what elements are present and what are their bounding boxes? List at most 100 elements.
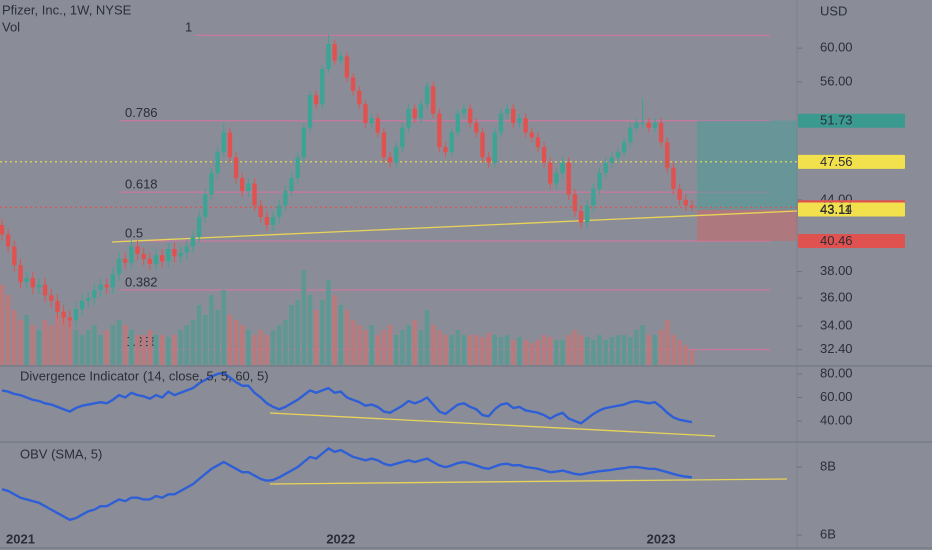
volume-bar [381,330,387,365]
volume-bar [252,335,257,365]
volume-bar [356,325,362,365]
candle-body [431,86,436,114]
candle-body [129,246,134,263]
volume-bar [283,320,288,365]
price-badge [798,113,905,128]
candle-body [289,178,294,192]
fib-label: 0.618 [125,177,158,192]
candle-body [141,253,146,259]
candle-body [621,142,627,153]
volume-bar [48,325,54,365]
volume-bar [510,340,516,365]
candle-body [166,248,171,262]
y-tick-label: 32.40 [820,341,853,356]
candle-body [5,234,11,247]
volume-bar [159,335,165,365]
candle-body [313,95,319,105]
y-tick-label: 56.00 [820,73,853,88]
price-badge-label: 51.73 [820,113,853,128]
price-badge-label: 40.46 [820,233,853,248]
candle-body [591,188,596,206]
candle-body [578,211,584,223]
fib-label: 1 [185,20,192,35]
volume-bar [320,300,325,365]
candle-body [350,77,356,91]
volume-bar [492,335,498,365]
volume-bar [504,335,510,365]
volume-bar [98,335,103,365]
volume-bar [307,295,313,365]
candle-body [585,205,590,223]
candle-body [209,172,214,195]
y-tick-label: 38.00 [820,263,853,278]
candle-body [400,127,405,148]
profit-zone [697,120,797,210]
volume-bar [597,335,602,365]
price-badge-label: 43.14 [820,201,853,216]
candle-body [474,122,479,133]
candle-body [42,284,48,296]
volume-bar [455,330,461,365]
candle-body [443,147,448,153]
candle-body [147,258,153,264]
volume-bar [166,337,171,365]
candle-body [560,162,565,173]
volume-bar [42,320,48,365]
volume-bar [196,305,202,365]
indicator-title: Divergence Indicator (14, close, 5, 5, 6… [20,368,269,383]
volume-bar [239,325,245,365]
volume-bar [24,315,29,365]
candle-body [424,86,430,105]
candle-body [233,157,239,179]
candle-body [683,199,688,206]
candle-body [18,265,23,283]
volume-bar [634,330,639,365]
candle-body [375,118,380,133]
volume-bar [153,335,159,365]
volume-bar [535,340,541,365]
volume-bar [147,330,153,365]
volume-bar [233,320,239,365]
volume-bar [621,335,627,365]
candle-body [689,205,695,208]
volume-bar [658,330,664,365]
volume-bar [474,335,479,365]
candle-body [36,284,42,288]
candle-body [184,246,189,253]
candle-body [449,132,454,153]
candle-body [640,122,645,124]
candle-body [55,300,60,312]
candle-body [517,118,522,123]
fib-label: 0.5 [125,225,143,240]
volume-bar [30,325,36,365]
candle-body [418,104,424,119]
fib-label: 0.382 [125,274,158,289]
candle-body [523,118,528,133]
volume-bar [289,305,294,365]
volume-bar [363,330,368,365]
candle-body [646,122,651,128]
candle-body [116,258,122,275]
candle-body [172,248,177,257]
candle-body [628,127,633,143]
volume-bar [689,350,695,365]
volume-bar [418,330,424,365]
volume-bar [209,295,214,365]
volume-bar [541,335,547,365]
volume-bar [18,320,23,365]
candle-body [603,162,608,173]
volume-bar [498,337,504,365]
x-tick-label: 2022 [326,531,355,546]
candle-body [264,216,270,225]
volume-bar [104,330,110,365]
y-tick-label: 36.00 [820,290,853,305]
volume-bar [412,320,418,365]
y-tick-label: 8B [820,459,836,474]
candle-body [677,188,682,200]
volume-bar [110,325,116,365]
candle-body [597,172,602,189]
candle-body [357,90,362,105]
price-badge-label: 43.11 [820,202,852,217]
candle-body [535,137,541,148]
